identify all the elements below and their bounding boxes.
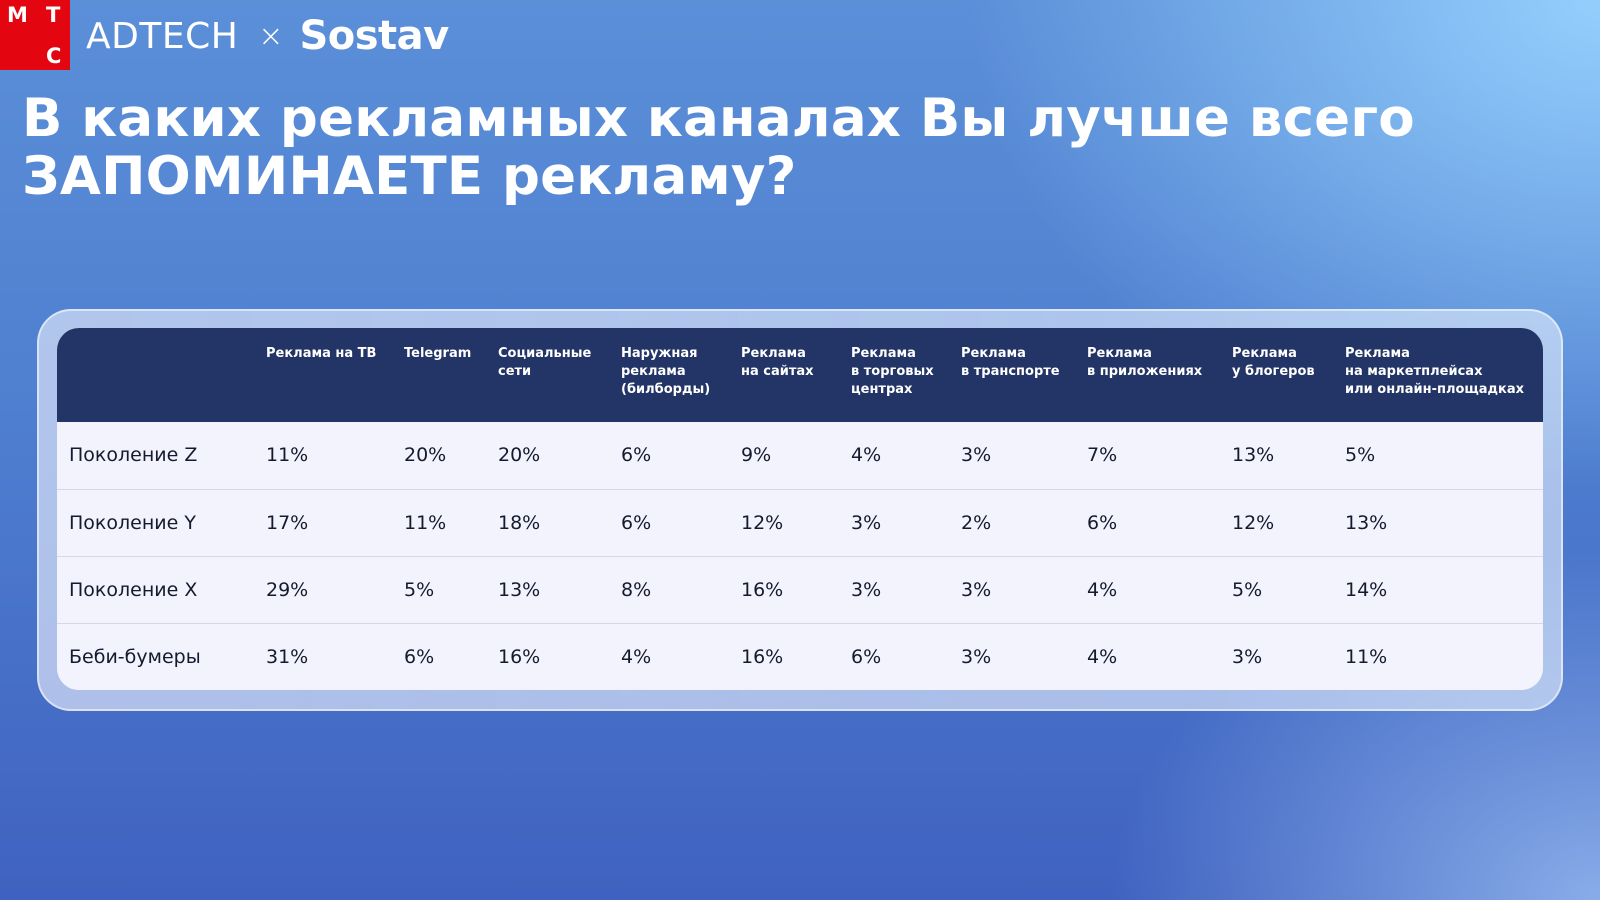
table-cell: 9% [741, 444, 772, 467]
table-cell: 5% [1345, 444, 1376, 467]
table-cell: 3% [961, 444, 992, 467]
table-cell: 5% [404, 555, 498, 623]
table-cell: 11% [404, 488, 498, 556]
table-cell: 6% [621, 444, 652, 467]
table-row: Поколение Z 11% 20% 20% 6% 9% 4% 3% 7% 13% 5% [57, 422, 1543, 489]
column-header: Реклама в транспорте [961, 346, 1060, 379]
table-cell: 3% [961, 622, 1087, 690]
table-row: Поколение X 29% 5% 13% 8% 16% 3% 3% 4% 5% 14% [57, 555, 1543, 623]
table-cell: 17% [266, 488, 404, 556]
table-cell: 14% [1345, 555, 1543, 623]
table-cell: 4% [621, 622, 741, 690]
column-header: Реклама на ТВ [266, 346, 377, 361]
table-cell: 6% [851, 622, 961, 690]
table-cell: 18% [498, 488, 621, 556]
table-cell: 11% [266, 444, 309, 467]
table-cell: 16% [741, 622, 851, 690]
table-cell: 16% [498, 622, 621, 690]
table-cell: 2% [961, 488, 1087, 556]
column-header: Реклама у блогеров [1232, 346, 1315, 379]
table-cell: 20% [404, 444, 447, 467]
table-cell: 11% [1345, 622, 1543, 690]
table-cell: 4% [1087, 622, 1232, 690]
row-label: Поколение Z [69, 444, 198, 467]
column-header: Наружная реклама (билборды) [621, 346, 711, 397]
mts-logo: М Т С [0, 0, 70, 70]
table-cell: 12% [741, 488, 851, 556]
table-cell: 16% [741, 555, 851, 623]
table-row: Беби-бумеры 31% 6% 16% 4% 16% 6% 3% 4% 3% 11% [57, 622, 1543, 690]
logo-letter: Т [46, 3, 61, 27]
table-cell: 6% [621, 488, 741, 556]
table-cell: 12% [1232, 488, 1345, 556]
column-header: Telegram [404, 346, 472, 361]
page-title: В каких рекламных каналах Вы лучше всего… [22, 88, 1415, 207]
table-cell: 13% [498, 555, 621, 623]
logo-letter: М [7, 3, 28, 27]
column-header: Реклама в приложениях [1087, 346, 1203, 379]
row-label: Поколение Y [57, 488, 266, 556]
logo-letter: С [46, 44, 62, 68]
corner-cell [57, 328, 266, 422]
table-cell: 4% [851, 444, 882, 467]
table-card: Реклама на ТВ Telegram Социальные сети Нару… [57, 328, 1543, 690]
row-label: Беби-бумеры [57, 622, 266, 690]
table-cell: 7% [1087, 444, 1118, 467]
cross-icon: × [258, 18, 284, 54]
table-cell: 8% [621, 555, 741, 623]
column-header: Реклама на маркетплейсах или онлайн-площ… [1345, 346, 1525, 397]
column-header: Социальные сети [498, 346, 592, 379]
column-header: Реклама на сайтах [741, 346, 814, 379]
table-cell: 4% [1087, 555, 1232, 623]
table-row: Поколение Y 17% 11% 18% 6% 12% 3% 2% 6% 12% 13% [57, 488, 1543, 556]
table-cell: 6% [404, 622, 498, 690]
table-cell: 31% [266, 622, 404, 690]
sostav-logo: Sostav [299, 13, 449, 59]
row-label: Поколение X [57, 555, 266, 623]
table-cell: 29% [266, 555, 404, 623]
table-cell: 13% [1232, 444, 1275, 467]
table-cell: 3% [851, 555, 961, 623]
column-header: Реклама в торговых центрах [851, 346, 934, 397]
table-cell: 20% [498, 444, 541, 467]
table-header-row: Реклама на ТВ Telegram Социальные сети Нару… [57, 328, 1543, 422]
table-cell: 3% [961, 555, 1087, 623]
adtech-logo: ADTECH [86, 15, 239, 57]
table-cell: 6% [1087, 488, 1232, 556]
brand-header: ADTECH × Sostav [86, 13, 449, 59]
table-cell: 3% [1232, 622, 1345, 690]
table-cell: 3% [851, 488, 961, 556]
table-cell: 13% [1345, 488, 1543, 556]
table-body: Поколение Z 11% 20% 20% 6% 9% 4% 3% 7% 13% 5% Покол… [57, 422, 1543, 690]
table-cell: 5% [1232, 555, 1345, 623]
data-table: Реклама на ТВ Telegram Социальные сети Нару… [57, 328, 1543, 690]
